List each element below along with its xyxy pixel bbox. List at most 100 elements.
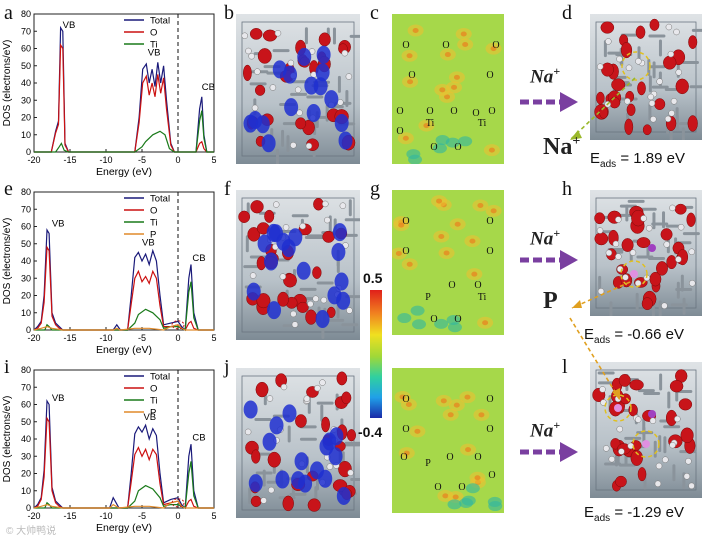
density-peak: [440, 398, 447, 404]
titanium-atom: [605, 249, 613, 257]
panel-letter-b: b: [224, 2, 234, 24]
oxygen-atom: [641, 297, 653, 311]
na-ion-label-3: Na+: [530, 418, 561, 442]
atom-label: O: [448, 280, 455, 291]
panel-letter-c: c: [370, 2, 379, 24]
titanium-atom: [668, 110, 675, 117]
titanium-atom: [640, 215, 647, 222]
oxygen-atom: [688, 35, 698, 49]
oxygen-atom: [305, 309, 317, 325]
titanium-atom: [685, 457, 692, 465]
y-tick-label: 50: [21, 239, 31, 249]
titanium-atom: [656, 78, 663, 85]
titanium-atom: [347, 469, 354, 477]
titanium-atom: [291, 321, 299, 328]
atom-label: O: [408, 70, 415, 81]
titanium-atom: [341, 49, 349, 57]
oxygen-atom: [624, 118, 634, 135]
y-tick-label: 30: [21, 95, 31, 105]
titanium-atom: [274, 30, 282, 37]
titanium-atom: [319, 379, 326, 386]
titanium-atom: [326, 463, 334, 470]
panel-letter-h: h: [562, 178, 572, 200]
oxygen-atom: [649, 18, 660, 31]
charge-density-lobe: [334, 272, 349, 291]
x-tick-label: 5: [211, 333, 216, 343]
charge-density-lobe: [268, 224, 283, 243]
atom-label: O: [402, 246, 409, 257]
site-highlight-circle: [632, 430, 660, 458]
oxygen-atom: [660, 228, 673, 241]
depletion-region: [465, 483, 480, 494]
depletion-region: [434, 318, 449, 329]
oxygen-atom: [249, 28, 263, 40]
oxygen-atom: [295, 414, 307, 428]
titanium-atom: [618, 448, 625, 455]
y-tick-label: 40: [21, 78, 31, 88]
titanium-atom: [615, 253, 622, 260]
y-tick-label: 70: [21, 382, 31, 392]
y-tick-label: 30: [21, 451, 31, 461]
atom-label: O: [430, 314, 437, 325]
density-peak: [395, 250, 402, 256]
titanium-atom: [287, 59, 295, 67]
atom-label: O: [434, 482, 441, 493]
legend-label: O: [150, 384, 157, 395]
density-peak: [447, 412, 454, 418]
series-line-ti: [34, 281, 214, 331]
y-tick-label: 50: [21, 417, 31, 427]
charge-density-lobe: [281, 239, 296, 258]
density-peak: [442, 493, 449, 499]
depletion-region: [412, 319, 427, 330]
arrow-1: [520, 92, 578, 112]
y-tick-label: 40: [21, 256, 31, 266]
x-tick-label: -15: [63, 155, 76, 165]
charge-density-lobe: [243, 400, 258, 419]
site-highlight-circle: [604, 394, 632, 422]
eads-label-l: Eads = -1.29 eV: [584, 504, 684, 524]
legend-label: P: [150, 408, 156, 419]
band-annotation: CB: [192, 433, 205, 444]
density-peak: [436, 198, 443, 204]
charge-density-lobe: [331, 242, 346, 261]
density-peak: [443, 250, 450, 256]
titanium-atom: [675, 69, 682, 76]
charge-density-lobe: [316, 45, 331, 64]
x-tick-label: -5: [138, 511, 146, 521]
panel-letter-j: j: [224, 356, 230, 378]
phosphorus-atom: [614, 404, 622, 412]
charge-density-lobe: [315, 63, 330, 82]
atom-label: O: [454, 314, 461, 325]
highlight-circle: [171, 498, 185, 508]
charge-density-lobe: [248, 474, 263, 493]
titanium-atom: [279, 273, 287, 280]
x-tick-label: -20: [27, 511, 40, 521]
titanium-atom: [272, 201, 280, 208]
sodium-atom: [648, 410, 656, 418]
na-ion-label-1: Na+: [530, 64, 561, 88]
atom-label: O: [402, 394, 409, 405]
y-tick-label: 40: [21, 434, 31, 444]
charge-density-lobe: [255, 115, 270, 134]
density-peak: [474, 475, 481, 481]
charge-density-lobe: [243, 114, 258, 133]
dos-chart-a: -20 -15 -10 -5 0 501020304050607080TotalOTiVB…: [2, 9, 217, 178]
density-peak: [403, 450, 410, 456]
y-axis-title: DOS (electrons/eV): [2, 40, 13, 127]
titanium-atom: [648, 100, 656, 107]
titanium-atom: [269, 84, 277, 91]
atom-label: O: [486, 216, 493, 227]
colorbar-max-label: 0.5: [363, 270, 383, 286]
oxygen-atom: [256, 293, 271, 309]
x-axis-title: Energy (eV): [96, 166, 152, 178]
charge-density-lobe: [257, 234, 272, 253]
adsorption-structure-d: [590, 14, 702, 140]
titanium-atom: [683, 473, 691, 480]
density-peak: [477, 202, 484, 208]
band-annotation: VB: [52, 393, 65, 404]
oxygen-atom: [312, 266, 322, 279]
oxygen-atom: [669, 380, 684, 393]
oxygen-atom: [596, 91, 605, 105]
x-tick-label: -20: [27, 333, 40, 343]
oxygen-atom: [264, 209, 275, 223]
